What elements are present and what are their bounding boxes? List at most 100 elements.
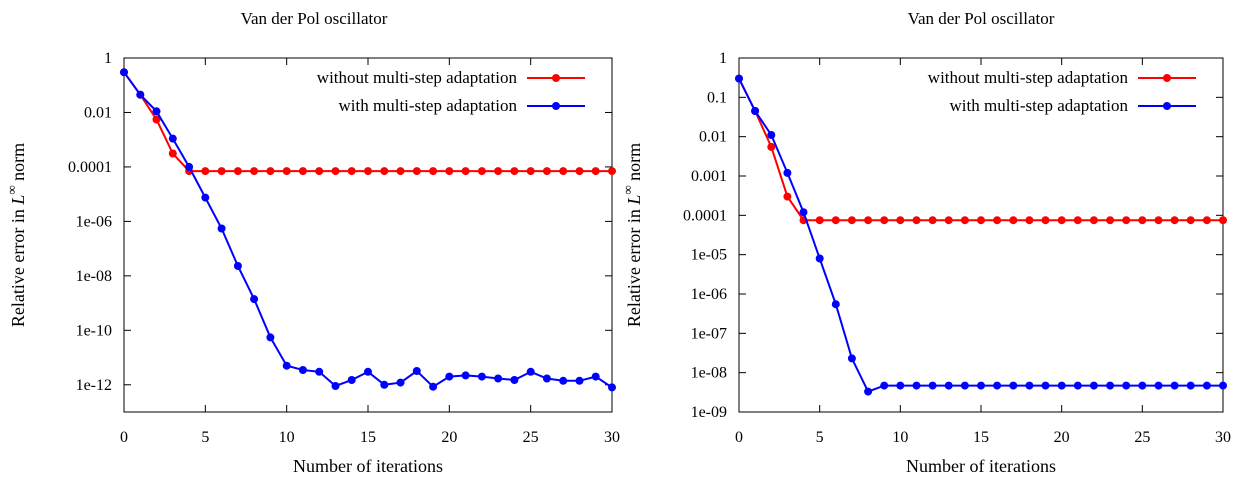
data-point — [735, 74, 743, 83]
data-point — [1202, 216, 1211, 225]
data-point — [864, 387, 873, 396]
data-point — [526, 167, 535, 176]
data-point — [799, 208, 808, 217]
x-tick-label: 20 — [1054, 429, 1070, 446]
data-point — [250, 295, 259, 304]
data-point — [396, 167, 405, 176]
x-tick-label: 25 — [523, 429, 539, 446]
data-point — [542, 374, 551, 383]
data-point — [1041, 216, 1050, 225]
x-axis-label: Number of iterations — [906, 456, 1056, 476]
data-point — [477, 372, 486, 381]
data-point — [445, 372, 454, 381]
data-point — [152, 107, 161, 116]
y-axis-label-sup: ∞ — [620, 185, 635, 194]
data-point — [315, 167, 324, 176]
data-point — [575, 376, 584, 385]
data-point — [864, 216, 873, 225]
x-tick-label: 20 — [441, 429, 457, 446]
data-point — [152, 115, 161, 124]
data-point — [928, 216, 937, 225]
data-point — [1170, 216, 1179, 225]
data-point — [412, 167, 421, 176]
y-axis-label-math: L — [624, 195, 644, 206]
series-with-adaptation — [735, 74, 1227, 396]
data-point — [201, 193, 210, 202]
chart-2: Van der Pol oscillator 0 5 10 15 20 25 30 1 0.1 0.… — [620, 9, 1231, 476]
data-point — [168, 149, 177, 158]
data-point — [815, 216, 824, 225]
data-point — [912, 216, 921, 225]
data-point — [559, 167, 568, 176]
data-point — [1219, 381, 1227, 390]
data-point — [559, 376, 568, 385]
y-tick-label: 1e-06 — [691, 286, 727, 303]
y-tick-label: 0.01 — [699, 129, 727, 146]
data-point — [1041, 381, 1050, 390]
legend-marker — [552, 74, 560, 82]
data-point — [1122, 216, 1131, 225]
data-point — [1186, 216, 1195, 225]
legend-label: with multi-step adaptation — [339, 96, 518, 115]
x-tick-label: 5 — [201, 429, 209, 446]
y-axis-label-suffix: norm — [624, 143, 644, 186]
data-point — [993, 216, 1002, 225]
data-point — [944, 381, 953, 390]
x-tick-label: 10 — [279, 429, 295, 446]
data-point — [1186, 381, 1195, 390]
data-point — [217, 167, 226, 176]
data-point — [977, 381, 985, 390]
data-point — [1106, 216, 1115, 225]
y-tick-label: 1 — [104, 50, 112, 67]
x-tick-label: 0 — [735, 429, 743, 446]
y-tick-label: 1e-05 — [691, 247, 727, 264]
data-point — [347, 167, 356, 176]
data-point — [1025, 216, 1034, 225]
y-axis-label-sup: ∞ — [4, 185, 19, 194]
legend-label: without multi-step adaptation — [928, 68, 1129, 87]
data-point — [591, 167, 600, 176]
data-point — [298, 366, 307, 374]
data-point — [608, 167, 616, 176]
data-point — [1219, 216, 1227, 225]
data-point — [429, 167, 438, 176]
data-point — [396, 378, 405, 387]
data-point — [364, 367, 372, 376]
data-point — [880, 381, 889, 390]
data-point — [1170, 381, 1179, 390]
y-tick-label: 0.1 — [707, 89, 727, 106]
legend-label: with multi-step adaptation — [950, 96, 1129, 115]
x-tick-label: 0 — [120, 429, 128, 446]
data-point — [120, 68, 128, 77]
series-line — [738, 78, 1223, 393]
data-point — [136, 90, 145, 99]
data-point — [266, 167, 275, 176]
data-point — [412, 367, 421, 375]
data-point — [282, 361, 291, 370]
chart-1: Van der Pol oscillator 0 5 10 15 20 25 30 1 0.01 0… — [4, 9, 620, 476]
data-point — [1025, 381, 1034, 390]
y-tick-label: 1e-07 — [691, 325, 727, 342]
data-point — [1138, 216, 1147, 225]
data-point — [477, 167, 486, 176]
data-point — [168, 134, 177, 143]
y-axis-label: Relative error in L∞ norm — [620, 143, 644, 327]
data-point — [783, 168, 792, 177]
y-tick-label: 1e-08 — [76, 268, 112, 285]
data-point — [591, 372, 600, 381]
data-point — [751, 107, 760, 115]
data-point — [912, 381, 921, 390]
legend-marker — [1163, 74, 1171, 82]
data-point — [494, 167, 503, 176]
y-tick-label: 1e-10 — [76, 322, 112, 339]
data-point — [1057, 216, 1066, 225]
y-tick-label: 1e-12 — [76, 377, 112, 394]
data-point — [266, 333, 275, 342]
legend-marker — [1163, 102, 1171, 110]
data-point — [1089, 381, 1098, 390]
data-point — [1202, 381, 1211, 390]
data-point — [928, 381, 937, 390]
x-axis-label: Number of iterations — [293, 456, 443, 476]
data-point — [1057, 381, 1066, 390]
